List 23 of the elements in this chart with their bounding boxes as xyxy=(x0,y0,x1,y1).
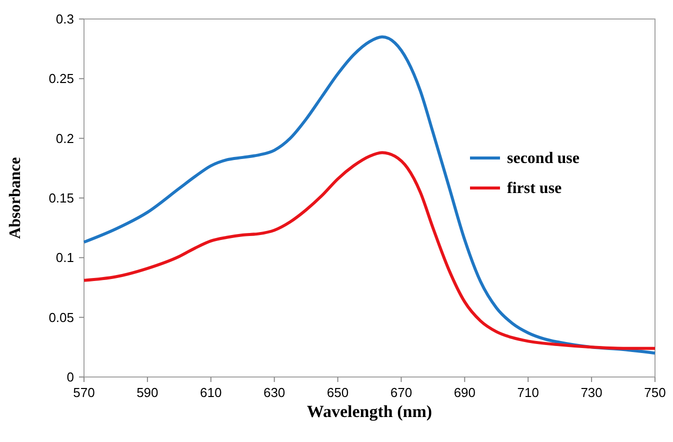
y-tick-label: 0.3 xyxy=(56,12,74,26)
x-tick-label: 630 xyxy=(263,385,286,400)
legend-label: first use xyxy=(507,180,562,197)
y-tick-label: 0.1 xyxy=(56,250,74,266)
x-tick-label: 610 xyxy=(200,385,222,400)
x-tick-label: 750 xyxy=(644,385,666,400)
y-tick-label: 0.25 xyxy=(48,71,74,86)
y-tick-label: 0.2 xyxy=(56,130,74,146)
line-series xyxy=(82,151,656,350)
x-tick-label: 670 xyxy=(390,385,412,400)
x-tick-label: 690 xyxy=(454,385,476,400)
x-tick-label: 710 xyxy=(517,385,539,400)
x-tick-label: 570 xyxy=(73,385,95,400)
x-tick-label: 590 xyxy=(136,385,158,400)
y-tick-label: 0.15 xyxy=(48,190,74,206)
x-tick-label: 730 xyxy=(580,385,602,400)
legend-label: second use xyxy=(507,150,580,167)
y-tick-label: 0 xyxy=(66,370,74,384)
x-axis-title: Wavelength (nm) xyxy=(306,402,432,421)
y-axis-title: Absorbance xyxy=(7,157,24,239)
line-series xyxy=(82,35,656,355)
y-tick-label: 0.05 xyxy=(48,310,74,325)
x-tick-label: 650 xyxy=(326,385,349,400)
